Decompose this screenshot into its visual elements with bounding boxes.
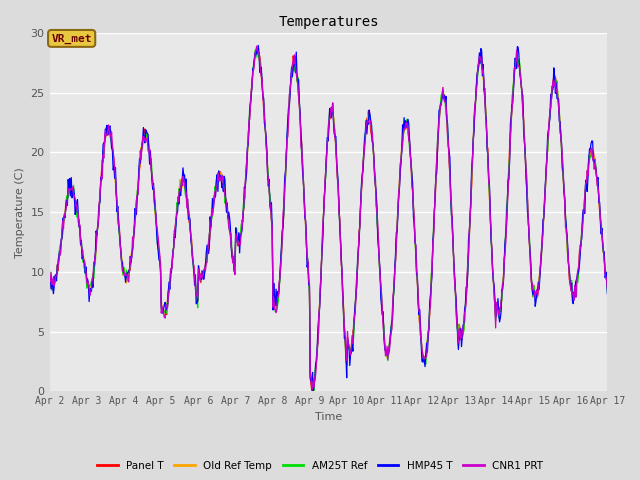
- Panel T: [45, 270, 53, 276]
- AM25T Ref: [113, 202, 121, 208]
- AM25T Ref: [310, 387, 318, 393]
- HMP45 T: [604, 291, 611, 297]
- Panel T: [398, 143, 406, 148]
- HMP45 T: [170, 244, 177, 250]
- Panel T: [308, 388, 316, 394]
- HMP45 T: [255, 42, 262, 48]
- Title: Temperatures: Temperatures: [278, 15, 379, 29]
- HMP45 T: [45, 275, 53, 280]
- Old Ref Temp: [113, 196, 121, 202]
- CNR1 PRT: [604, 286, 611, 292]
- Old Ref Temp: [45, 276, 53, 282]
- Old Ref Temp: [56, 253, 63, 259]
- Old Ref Temp: [170, 245, 177, 251]
- AM25T Ref: [56, 244, 63, 250]
- Text: VR_met: VR_met: [51, 33, 92, 44]
- HMP45 T: [398, 149, 406, 155]
- CNR1 PRT: [414, 289, 422, 295]
- HMP45 T: [56, 248, 63, 254]
- Line: AM25T Ref: AM25T Ref: [49, 48, 607, 390]
- Panel T: [113, 198, 121, 204]
- Panel T: [199, 270, 207, 276]
- CNR1 PRT: [398, 147, 406, 153]
- Panel T: [604, 285, 611, 290]
- CNR1 PRT: [170, 244, 177, 250]
- Panel T: [414, 293, 422, 299]
- Panel T: [253, 48, 260, 53]
- Old Ref Temp: [414, 290, 422, 296]
- AM25T Ref: [170, 245, 177, 251]
- HMP45 T: [310, 388, 317, 394]
- Old Ref Temp: [310, 383, 317, 389]
- HMP45 T: [414, 300, 422, 305]
- AM25T Ref: [199, 273, 207, 278]
- Line: HMP45 T: HMP45 T: [49, 45, 607, 391]
- X-axis label: Time: Time: [315, 412, 342, 422]
- CNR1 PRT: [45, 273, 53, 279]
- Old Ref Temp: [398, 145, 406, 151]
- CNR1 PRT: [113, 200, 121, 205]
- Old Ref Temp: [253, 48, 261, 54]
- Old Ref Temp: [604, 284, 611, 290]
- CNR1 PRT: [199, 269, 207, 275]
- Y-axis label: Temperature (C): Temperature (C): [15, 167, 25, 258]
- AM25T Ref: [253, 46, 260, 51]
- AM25T Ref: [45, 269, 53, 275]
- AM25T Ref: [414, 290, 422, 296]
- Line: CNR1 PRT: CNR1 PRT: [49, 46, 607, 389]
- HMP45 T: [199, 276, 207, 281]
- Panel T: [56, 252, 63, 257]
- Legend: Panel T, Old Ref Temp, AM25T Ref, HMP45 T, CNR1 PRT: Panel T, Old Ref Temp, AM25T Ref, HMP45 …: [93, 456, 547, 475]
- CNR1 PRT: [253, 43, 260, 49]
- Line: Old Ref Temp: Old Ref Temp: [49, 51, 607, 386]
- Old Ref Temp: [199, 270, 207, 276]
- Line: Panel T: Panel T: [49, 50, 607, 391]
- AM25T Ref: [604, 289, 611, 295]
- AM25T Ref: [398, 147, 406, 153]
- CNR1 PRT: [56, 248, 63, 253]
- CNR1 PRT: [308, 386, 316, 392]
- HMP45 T: [113, 209, 121, 215]
- Panel T: [170, 243, 177, 249]
